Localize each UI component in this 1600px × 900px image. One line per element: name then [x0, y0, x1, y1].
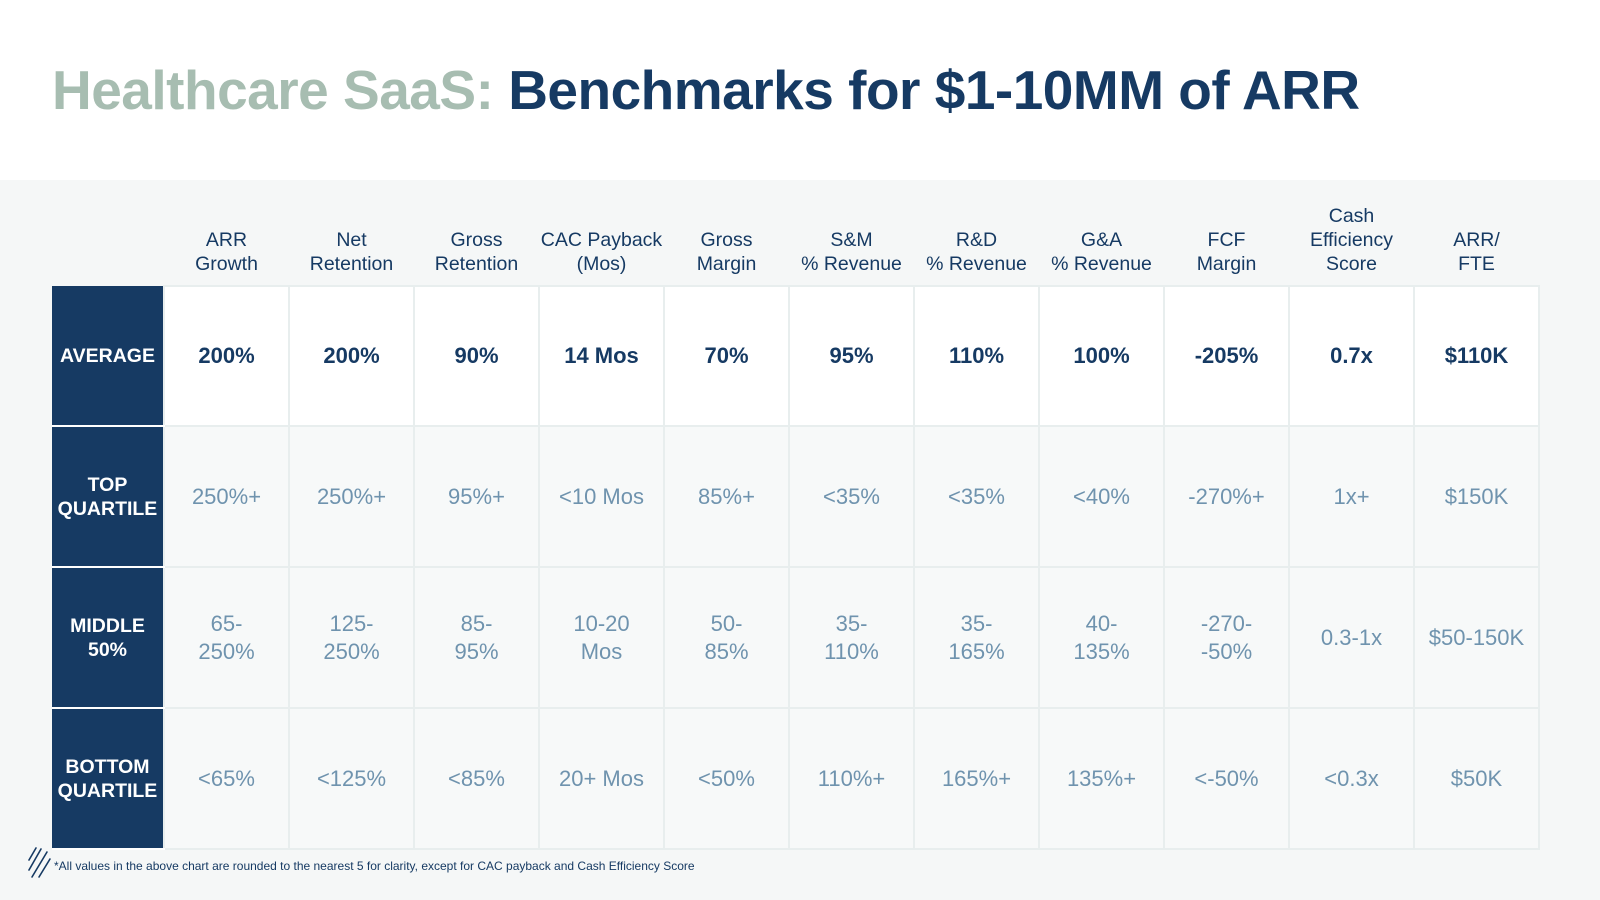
- table-cell: $50-150K: [1413, 566, 1540, 709]
- table-cell: <50%: [663, 707, 790, 850]
- table-cell: 65- 250%: [163, 566, 290, 709]
- table-cell: -270- -50%: [1163, 566, 1290, 709]
- table-cell: 125- 250%: [288, 566, 415, 709]
- table-cell: 35- 110%: [788, 566, 915, 709]
- table-cell: 200%: [163, 285, 290, 427]
- table-cell: <40%: [1038, 425, 1165, 568]
- header-row: ARR Growth Net Retention Gross Retention…: [52, 196, 1539, 286]
- table-row-middle-50: MIDDLE 50% 65- 250% 125- 250% 85- 95% 10…: [52, 566, 1540, 709]
- table-row-top-quartile: TOP QUARTILE 250%+ 250%+ 95%+ <10 Mos 85…: [52, 425, 1540, 568]
- column-header: Gross Margin: [696, 229, 757, 275]
- row-label: AVERAGE: [52, 286, 164, 427]
- title-prefix: Healthcare SaaS:: [52, 59, 494, 121]
- table-cell: <125%: [288, 707, 415, 850]
- table-cell: $150K: [1413, 425, 1540, 568]
- table-cell: 35- 165%: [913, 566, 1040, 709]
- table-cell: 40- 135%: [1038, 566, 1165, 709]
- benchmarks-table: ARR Growth Net Retention Gross Retention…: [52, 196, 1540, 850]
- corner-cell: [52, 196, 164, 286]
- table-cell: 1x+: [1288, 425, 1415, 568]
- table-row-average: AVERAGE 200% 200% 90% 14 Mos 70% 95% 110…: [52, 285, 1540, 427]
- table-cell: <0.3x: [1288, 707, 1415, 850]
- table-cell: 0.3-1x: [1288, 566, 1415, 709]
- table-cell: 85- 95%: [413, 566, 540, 709]
- footer: *All values in the above chart are round…: [26, 846, 695, 880]
- table-cell: 70%: [663, 285, 790, 427]
- column-header: R&D % Revenue: [926, 229, 1027, 275]
- table-cell: <-50%: [1163, 707, 1290, 850]
- table-cell: 95%+: [413, 425, 540, 568]
- table-cell: 14 Mos: [538, 285, 665, 427]
- table-cell: 250%+: [288, 425, 415, 568]
- footnote: *All values in the above chart are round…: [54, 859, 695, 873]
- table-cell: -270%+: [1163, 425, 1290, 568]
- column-header: ARR/ FTE: [1453, 229, 1500, 275]
- table-cell: 90%: [413, 285, 540, 427]
- column-header: Cash Efficiency Score: [1309, 205, 1394, 275]
- table-cell: 135%+: [1038, 707, 1165, 850]
- table-cell: <10 Mos: [538, 425, 665, 568]
- table-cell: 200%: [288, 285, 415, 427]
- table-cell: $110K: [1413, 285, 1540, 427]
- table-cell: -205%: [1163, 285, 1290, 427]
- table-cell: $50K: [1413, 707, 1540, 850]
- column-header: Net Retention: [309, 229, 394, 275]
- row-label: MIDDLE 50%: [52, 567, 164, 709]
- table-cell: 95%: [788, 285, 915, 427]
- column-header: S&M % Revenue: [801, 229, 902, 275]
- column-header: FCF Margin: [1196, 229, 1257, 275]
- column-header: G&A % Revenue: [1051, 229, 1152, 275]
- table-cell: 100%: [1038, 285, 1165, 427]
- page-title: Healthcare SaaS: Benchmarks for $1-10MM …: [52, 58, 1360, 122]
- table-cell: <65%: [163, 707, 290, 850]
- table-cell: <35%: [788, 425, 915, 568]
- table-cell: 85%+: [663, 425, 790, 568]
- table-cell: 110%+: [788, 707, 915, 850]
- table-cell: <35%: [913, 425, 1040, 568]
- row-label: TOP QUARTILE: [52, 426, 164, 568]
- table-cell: 110%: [913, 285, 1040, 427]
- table-cell: 250%+: [163, 425, 290, 568]
- row-label: BOTTOM QUARTILE: [52, 708, 164, 850]
- column-header: Gross Retention: [434, 229, 519, 275]
- table-cell: <85%: [413, 707, 540, 850]
- title-main: Benchmarks for $1-10MM of ARR: [508, 59, 1360, 121]
- table-cell: 50- 85%: [663, 566, 790, 709]
- table-cell: 20+ Mos: [538, 707, 665, 850]
- table-row-bottom-quartile: BOTTOM QUARTILE <65% <125% <85% 20+ Mos …: [52, 707, 1540, 850]
- column-header: ARR Growth: [195, 229, 258, 275]
- table-cell: 0.7x: [1288, 285, 1415, 427]
- table-cell: 165%+: [913, 707, 1040, 850]
- table-cell: 10-20 Mos: [538, 566, 665, 709]
- diagonal-stripes-logo-icon: [28, 847, 51, 878]
- column-header: CAC Payback (Mos): [540, 229, 663, 275]
